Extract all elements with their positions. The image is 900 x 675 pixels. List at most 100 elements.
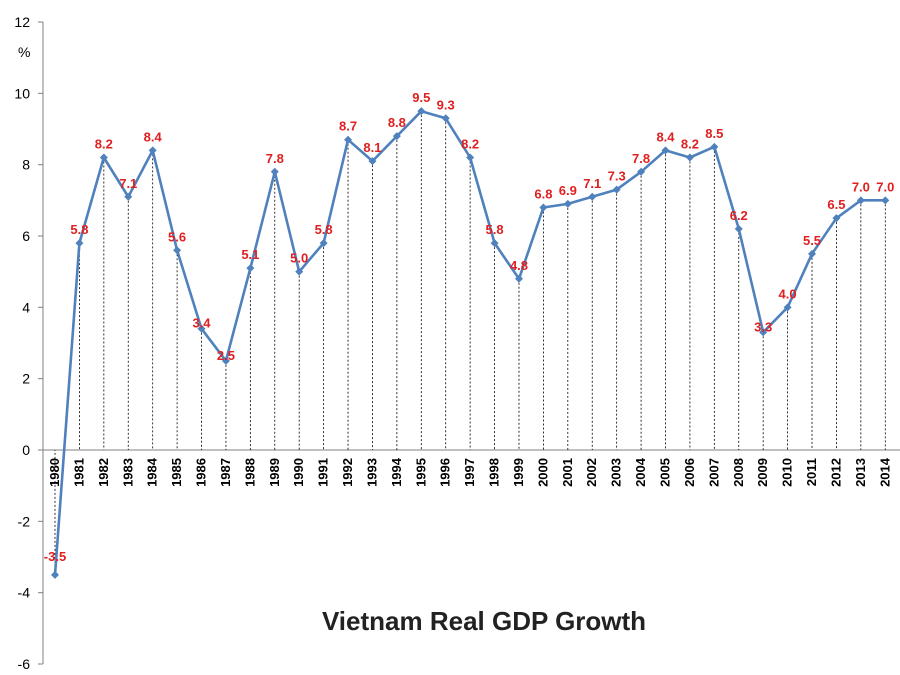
x-tick-label: 1998 [487,458,502,487]
data-point [514,274,523,283]
data-point [246,264,255,273]
x-tick-label: 1986 [194,458,209,487]
data-label: 7.1 [119,176,137,191]
x-tick-label: 2010 [780,458,795,487]
data-label: 7.1 [583,176,601,191]
x-tick-label: 1993 [364,458,379,487]
data-point [124,192,133,201]
data-label: 5.5 [803,233,821,248]
x-tick-label: 1999 [511,458,526,487]
x-tick-label: 1997 [462,458,477,487]
data-label: 7.8 [266,151,284,166]
data-point [856,196,865,205]
x-tick-label: 2002 [584,458,599,487]
x-tick-label: 2009 [755,458,770,487]
axes [42,22,900,664]
data-point [734,224,743,233]
data-point [270,167,279,176]
data-label: 5.8 [486,222,504,237]
data-label: 8.2 [95,137,113,152]
data-point [368,157,377,166]
x-tick-label: 1988 [242,458,257,487]
y-tick-label: -2 [18,513,31,529]
data-label: 4.8 [510,258,528,273]
data-point [881,196,890,205]
y-axis-label: % [18,44,30,60]
x-tick-label: 2001 [560,458,575,487]
data-label: 3.4 [192,316,211,331]
data-label: 5.0 [290,251,308,266]
data-label: 9.3 [437,97,455,112]
x-tick-label: 2004 [633,457,648,487]
x-tick-label: 1983 [120,458,135,487]
y-tick-label: 0 [22,442,30,458]
x-tick-label: 2011 [804,458,819,486]
x-tick-label: 2007 [706,458,721,487]
y-tick-label: -4 [18,585,31,601]
x-tick-label: 2013 [853,458,868,487]
x-tick-label: 1981 [71,458,86,487]
y-tick-label: -6 [18,656,31,672]
x-tick-label: 2000 [535,458,550,487]
data-point [295,267,304,276]
data-point [319,239,328,248]
chart-title: Vietnam Real GDP Growth [322,606,646,636]
data-point [808,249,817,258]
x-tick-label: 1992 [340,458,355,487]
data-point [685,153,694,162]
x-tick-label: 1982 [96,458,111,487]
data-label: 7.0 [876,179,894,194]
y-tick-label: 2 [22,371,30,387]
data-point [637,167,646,176]
data-label: 6.8 [534,186,552,201]
data-point [173,246,182,255]
x-tick-label: 1980 [47,458,62,487]
data-label: 9.5 [412,90,430,105]
x-tick-label: 2003 [609,458,624,487]
x-tick-label: 1985 [169,458,184,487]
data-label: 6.5 [827,197,845,212]
data-point [392,132,401,141]
data-label: 6.2 [730,208,748,223]
data-point [148,146,157,155]
data-label: 8.2 [461,137,479,152]
y-tick-label: 4 [22,299,30,315]
series-group [51,107,890,579]
data-label: 5.8 [315,222,333,237]
y-tick-label: 8 [22,157,30,173]
data-point [490,239,499,248]
data-point [783,303,792,312]
data-label: 8.2 [681,137,699,152]
data-point [417,107,426,116]
data-point [221,356,230,365]
drop-lines [54,111,886,575]
data-label: 5.1 [241,247,259,262]
data-label: 7.3 [608,169,626,184]
y-tick-label: 12 [14,14,30,30]
x-tick-label: 1984 [145,457,160,487]
data-point [75,239,84,248]
data-point [832,214,841,223]
x-tick-label: 1987 [218,458,233,487]
data-label: 5.6 [168,229,186,244]
x-tick-label: 1995 [413,458,428,487]
x-tick-label: 2008 [731,458,746,487]
data-point [661,146,670,155]
x-tick-label: 1990 [291,458,306,487]
x-tick-label: 1991 [316,458,331,487]
x-tick-label: 1996 [438,458,453,487]
data-point [99,153,108,162]
y-axis-ticks: -6 -4 -2 0 2 4 6 8 10 12 [14,14,43,672]
x-tick-label: 2014 [877,457,892,487]
data-label: -3.5 [44,549,66,564]
y-tick-label: 6 [22,228,30,244]
data-point [197,324,206,333]
data-point [759,328,768,337]
x-tick-label: 1994 [389,457,404,487]
x-tick-label: 2005 [658,458,673,487]
x-tick-label: 1989 [267,458,282,487]
data-point [344,135,353,144]
data-point [612,185,621,194]
data-label: 2.5 [217,348,235,363]
